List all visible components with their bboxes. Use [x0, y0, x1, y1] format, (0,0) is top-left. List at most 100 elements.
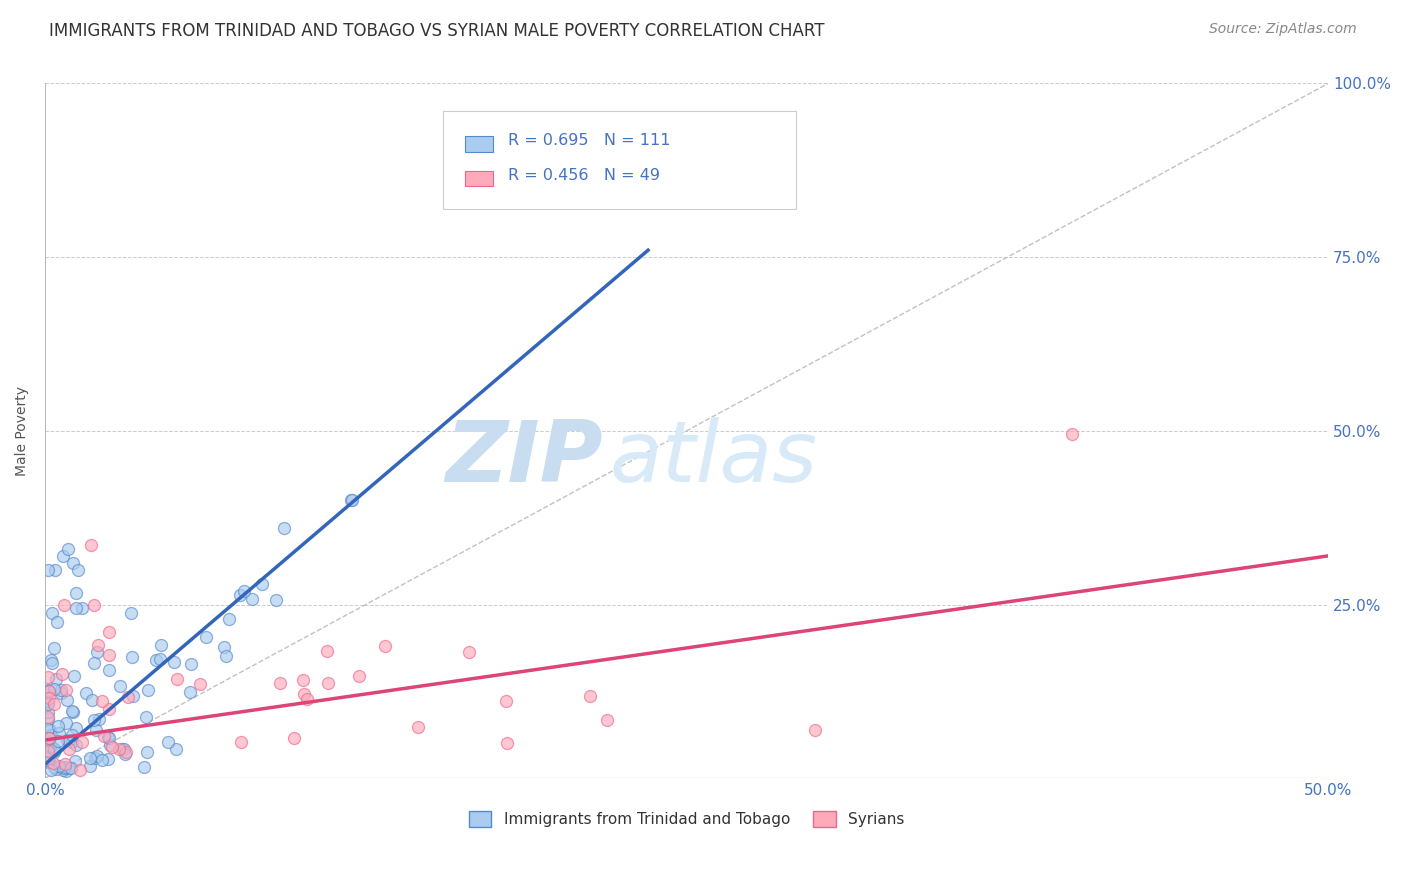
Point	[804, 723, 827, 737]
Point	[37, 706, 59, 720]
Point	[79, 751, 101, 765]
Point	[91, 694, 114, 708]
Point	[38, 690, 60, 705]
Point	[283, 731, 305, 745]
Point	[53, 761, 76, 775]
Y-axis label: Male Poverty: Male Poverty	[15, 386, 30, 475]
Point	[156, 735, 179, 749]
Point	[121, 650, 143, 665]
Point	[214, 648, 236, 663]
Point	[37, 683, 59, 698]
Point	[55, 764, 77, 778]
Point	[134, 760, 156, 774]
Point	[45, 762, 67, 776]
Point	[83, 598, 105, 612]
Point	[86, 644, 108, 658]
Point	[38, 754, 60, 768]
Point	[97, 730, 120, 744]
Point	[122, 689, 145, 703]
Point	[52, 764, 75, 778]
Point	[37, 744, 59, 758]
Point	[149, 652, 172, 666]
Point	[252, 577, 274, 591]
Point	[37, 710, 59, 724]
Point	[347, 669, 370, 683]
Point	[163, 656, 186, 670]
Point	[233, 583, 256, 598]
Point	[83, 656, 105, 670]
Point	[38, 684, 60, 698]
Point	[179, 684, 201, 698]
Point	[37, 755, 59, 769]
Point	[149, 638, 172, 652]
Point	[134, 710, 156, 724]
Point	[101, 739, 124, 754]
Point	[218, 612, 240, 626]
Point	[117, 690, 139, 704]
Point	[60, 735, 83, 749]
Point	[44, 563, 66, 577]
Point	[596, 713, 619, 727]
Point	[51, 667, 73, 681]
Point	[108, 741, 131, 756]
Point	[58, 742, 80, 756]
Point	[292, 687, 315, 701]
Point	[52, 598, 75, 612]
Point	[70, 601, 93, 615]
Point	[37, 684, 59, 698]
Text: atlas: atlas	[610, 417, 817, 500]
Point	[39, 653, 62, 667]
Point	[48, 726, 70, 740]
Point	[83, 713, 105, 727]
Point	[41, 728, 63, 742]
Point	[114, 745, 136, 759]
Point	[63, 669, 86, 683]
Point	[318, 676, 340, 690]
Point	[98, 731, 121, 746]
Point	[69, 763, 91, 777]
Point	[86, 749, 108, 764]
Point	[97, 648, 120, 662]
Point	[46, 734, 69, 748]
Point	[98, 702, 121, 716]
Point	[114, 747, 136, 761]
Point	[62, 556, 84, 570]
Point	[316, 644, 339, 658]
Point	[52, 549, 75, 563]
Point	[42, 742, 65, 756]
Point	[56, 732, 79, 747]
Point	[84, 751, 107, 765]
Point	[37, 722, 59, 736]
Point	[79, 758, 101, 772]
Point	[188, 677, 211, 691]
Point	[49, 682, 72, 697]
Point	[58, 761, 80, 775]
Point	[496, 737, 519, 751]
Point	[165, 741, 187, 756]
Point	[37, 563, 59, 577]
Point	[406, 720, 429, 734]
Point	[56, 541, 79, 556]
Point	[42, 682, 65, 697]
Point	[37, 735, 59, 749]
Point	[93, 729, 115, 743]
Point	[58, 733, 80, 747]
Point	[44, 742, 66, 756]
FancyBboxPatch shape	[464, 171, 492, 186]
Point	[59, 761, 82, 775]
Point	[55, 683, 77, 698]
Point	[340, 493, 363, 508]
Point	[44, 760, 66, 774]
Point	[1060, 427, 1083, 442]
Point	[53, 757, 76, 772]
Point	[55, 715, 77, 730]
Point	[111, 741, 134, 756]
Point	[86, 723, 108, 738]
Point	[65, 738, 87, 752]
Point	[240, 592, 263, 607]
Point	[46, 719, 69, 733]
Point	[269, 676, 291, 690]
Point	[56, 693, 79, 707]
Point	[136, 683, 159, 698]
Point	[97, 752, 120, 766]
